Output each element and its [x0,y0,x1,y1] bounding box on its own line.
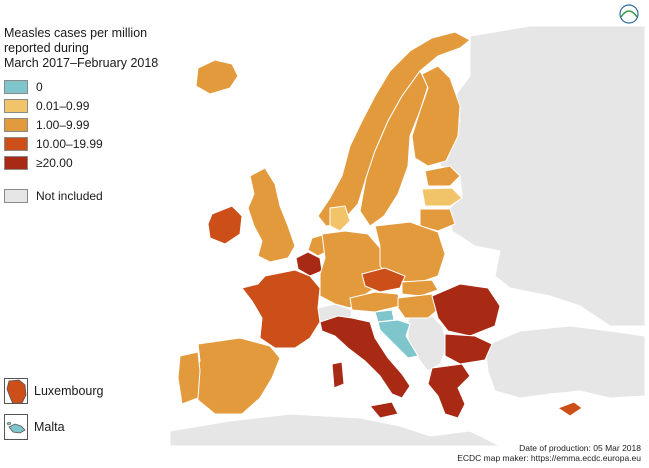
region-not-included-turkey [484,325,645,399]
country-france [241,269,321,349]
legend-swatch-4 [4,155,28,170]
country-ireland [207,205,243,245]
country-denmark [329,205,351,232]
legend-item-2: 1.00–9.99 [4,116,103,133]
legend-label-0: 0 [36,79,43,94]
legend-swatch-2 [4,117,28,132]
region-not-included-africa [170,413,501,446]
map-title: Measles cases per million reported durin… [4,26,174,71]
country-finland [411,65,461,167]
europe-map [170,26,645,446]
legend-item-4: ≥20.00 [4,154,103,171]
legend-item-1: 0.01–0.99 [4,97,103,114]
country-lithuania [419,208,456,232]
luxembourg-shape [6,379,27,403]
country-sicily [369,401,399,419]
country-uk [247,167,296,263]
country-portugal [177,351,201,405]
country-iceland [195,59,239,95]
inset-luxembourg-label: Luxembourg [34,384,104,398]
legend-swatch-3 [4,136,28,151]
legend-label-4: ≥20.00 [36,155,73,170]
country-cyprus [556,401,583,417]
ecdc-logo-graphic [619,4,639,24]
country-latvia [421,187,463,207]
country-sardinia [331,361,345,389]
country-bulgaria [444,333,493,365]
title-line-2: reported during [4,41,89,55]
caption-production-date: Date of production: 05 Mar 2018 [519,443,641,453]
legend-item-not-included: Not included [4,187,144,204]
title-line-1: Measles cases per million [4,26,148,40]
inset-luxembourg-box [4,378,28,404]
legend-label-3: 10.00–19.99 [36,136,103,151]
map-caption: Date of production: 05 Mar 2018 ECDC map… [457,443,641,463]
country-sweden [359,70,429,227]
legend-swatch-1 [4,98,28,113]
country-norway [317,31,471,227]
legend-item-0: 0 [4,78,103,95]
country-czechia [361,267,406,293]
inset-malta: Malta [4,414,65,440]
legend-swatch-0 [4,79,28,94]
title-line-3: March 2017–February 2018 [4,56,159,70]
inset-malta-label: Malta [34,420,65,434]
legend-label-2: 1.00–9.99 [36,117,90,132]
legend: 0 0.01–0.99 1.00–9.99 10.00–19.99 ≥20.00… [4,78,103,203]
country-estonia [424,165,461,187]
ecdc-logo [615,3,643,25]
inset-malta-box [4,414,28,440]
country-hungary [397,293,443,319]
legend-label-1: 0.01–0.99 [36,98,90,113]
country-romania [431,283,501,337]
country-greece [427,363,471,419]
country-croatia [377,319,419,359]
legend-item-3: 10.00–19.99 [4,135,103,152]
country-slovakia [401,279,439,297]
legend-swatch-not-included [4,188,28,203]
legend-label-not-included: Not included [36,188,103,203]
malta-shape [6,421,26,434]
country-italy [319,315,411,399]
caption-map-maker: ECDC map maker: https://emma.ecdc.europa… [457,453,641,463]
inset-luxembourg: Luxembourg [4,378,104,404]
